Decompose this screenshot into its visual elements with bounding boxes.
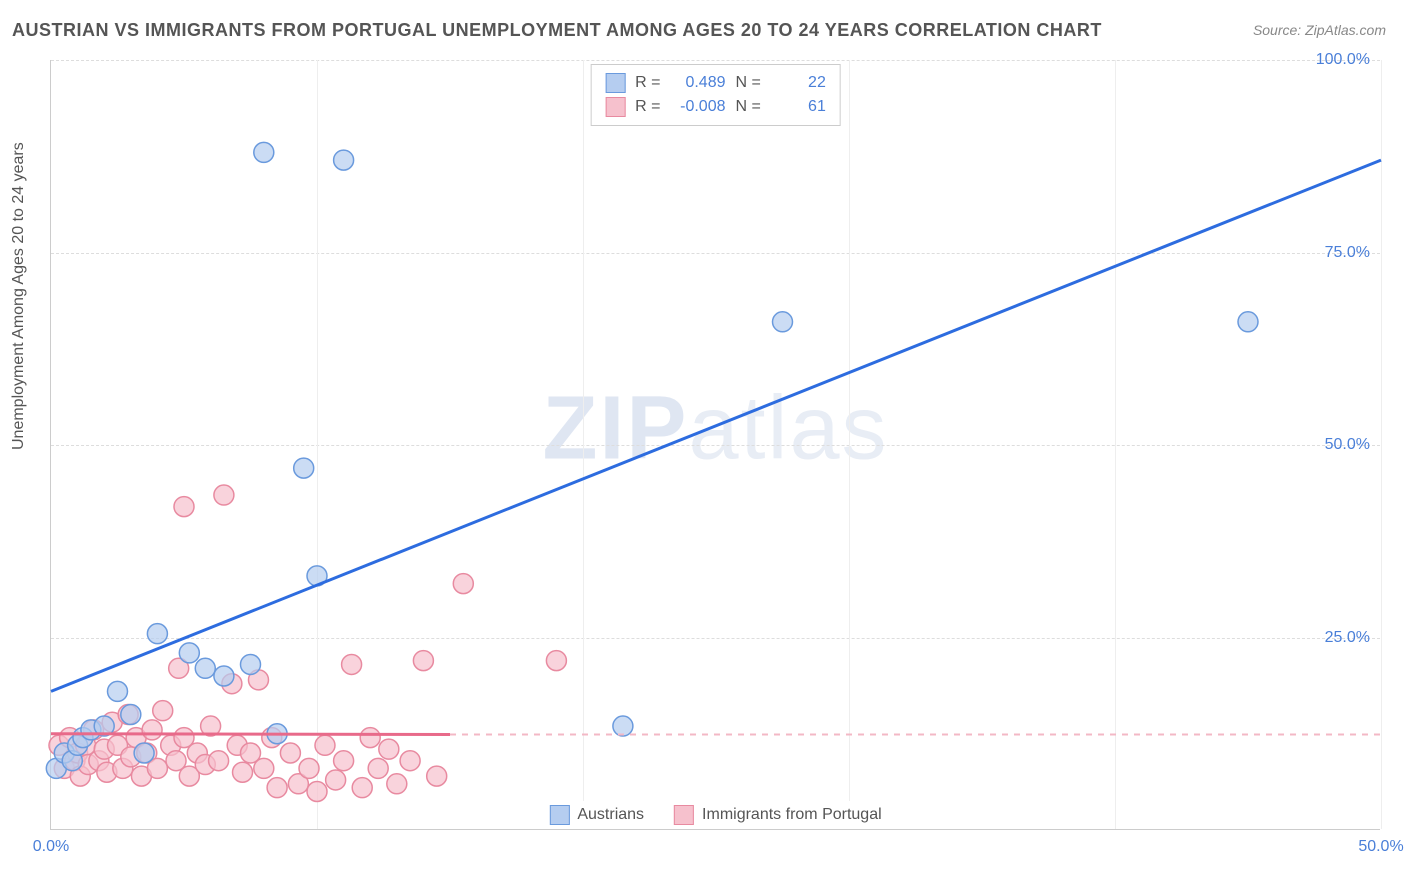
data-point bbox=[209, 751, 229, 771]
trend-line bbox=[51, 160, 1381, 691]
n-label: N = bbox=[736, 98, 761, 116]
data-point bbox=[142, 720, 162, 740]
source-attribution: Source: ZipAtlas.com bbox=[1253, 22, 1386, 38]
grid-line-v bbox=[1381, 60, 1382, 829]
data-point bbox=[307, 782, 327, 802]
stats-legend-box: R = 0.489 N = 22 R = -0.008 N = 61 bbox=[590, 64, 841, 126]
n-value-portugal: 61 bbox=[771, 98, 826, 116]
data-point bbox=[546, 651, 566, 671]
y-tick-label: 25.0% bbox=[1325, 629, 1370, 647]
data-point bbox=[179, 643, 199, 663]
r-label: R = bbox=[635, 98, 660, 116]
data-point bbox=[174, 497, 194, 517]
r-label: R = bbox=[635, 74, 660, 92]
data-point bbox=[299, 758, 319, 778]
y-tick-label: 100.0% bbox=[1316, 51, 1370, 69]
data-point bbox=[315, 735, 335, 755]
data-point bbox=[342, 654, 362, 674]
data-point bbox=[195, 658, 215, 678]
y-axis-label: Unemployment Among Ages 20 to 24 years bbox=[10, 142, 28, 450]
swatch-icon bbox=[674, 805, 694, 825]
data-point bbox=[147, 624, 167, 644]
legend-label: Austrians bbox=[577, 806, 644, 824]
data-point bbox=[267, 778, 287, 798]
data-point bbox=[233, 762, 253, 782]
data-point bbox=[773, 312, 793, 332]
data-point bbox=[108, 681, 128, 701]
data-point bbox=[254, 142, 274, 162]
data-point bbox=[427, 766, 447, 786]
y-tick-label: 50.0% bbox=[1325, 436, 1370, 454]
plot-area: ZIPatlas R = 0.489 N = 22 R = -0.008 N =… bbox=[50, 60, 1380, 830]
data-point bbox=[1238, 312, 1258, 332]
legend-item-portugal: Immigrants from Portugal bbox=[674, 805, 882, 825]
data-point bbox=[280, 743, 300, 763]
data-point bbox=[214, 666, 234, 686]
x-tick-label: 0.0% bbox=[33, 838, 69, 856]
data-point bbox=[360, 728, 380, 748]
data-point bbox=[400, 751, 420, 771]
data-point bbox=[368, 758, 388, 778]
y-tick-label: 75.0% bbox=[1325, 244, 1370, 262]
r-value-austrians: 0.489 bbox=[671, 74, 726, 92]
data-point bbox=[613, 716, 633, 736]
data-point bbox=[134, 743, 154, 763]
stats-row-portugal: R = -0.008 N = 61 bbox=[605, 95, 826, 119]
data-point bbox=[352, 778, 372, 798]
chart-title: AUSTRIAN VS IMMIGRANTS FROM PORTUGAL UNE… bbox=[12, 20, 1102, 41]
data-point bbox=[254, 758, 274, 778]
swatch-portugal bbox=[605, 97, 625, 117]
swatch-austrians bbox=[605, 73, 625, 93]
r-value-portugal: -0.008 bbox=[671, 98, 726, 116]
data-point bbox=[214, 485, 234, 505]
data-point bbox=[294, 458, 314, 478]
x-tick-label: 50.0% bbox=[1358, 838, 1403, 856]
trend-line bbox=[51, 734, 450, 735]
stats-row-austrians: R = 0.489 N = 22 bbox=[605, 71, 826, 95]
data-point bbox=[453, 574, 473, 594]
n-label: N = bbox=[736, 74, 761, 92]
data-point bbox=[379, 739, 399, 759]
data-point bbox=[241, 654, 261, 674]
data-point bbox=[334, 751, 354, 771]
n-value-austrians: 22 bbox=[771, 74, 826, 92]
data-point bbox=[387, 774, 407, 794]
data-point bbox=[153, 701, 173, 721]
data-point bbox=[121, 705, 141, 725]
data-point bbox=[326, 770, 346, 790]
data-point bbox=[334, 150, 354, 170]
legend-label: Immigrants from Portugal bbox=[702, 806, 882, 824]
chart-svg bbox=[51, 60, 1380, 829]
legend-item-austrians: Austrians bbox=[549, 805, 644, 825]
swatch-icon bbox=[549, 805, 569, 825]
data-point bbox=[413, 651, 433, 671]
bottom-legend: Austrians Immigrants from Portugal bbox=[539, 801, 891, 829]
